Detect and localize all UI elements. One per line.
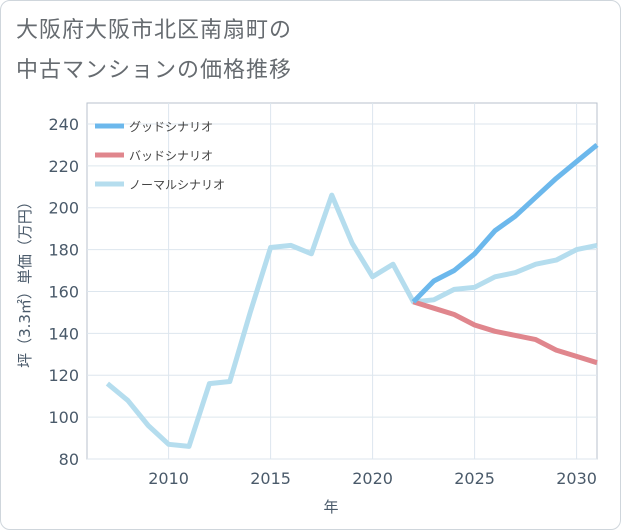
y-tick-label: 200: [48, 199, 79, 218]
x-tick-label: 2020: [352, 469, 393, 488]
series-line-0: [411, 142, 599, 304]
legend-label: バッドシナリオ: [129, 149, 213, 163]
x-axis-label: 年: [323, 498, 338, 516]
x-tick-label: 2030: [556, 469, 597, 488]
legend-label: ノーマルシナリオ: [129, 178, 225, 192]
x-tick-label: 2025: [454, 469, 495, 488]
y-tick-label: 140: [48, 324, 79, 343]
y-tick-label: 120: [48, 366, 79, 385]
x-tick-labels: 2010 2015 2020 2025 2030: [148, 469, 597, 488]
y-tick-label: 160: [48, 282, 79, 301]
legend-label: グッドシナリオ: [129, 120, 213, 134]
x-tick-label: 2015: [250, 469, 291, 488]
y-tick-label: 100: [48, 408, 79, 427]
chart-title-line2: 中古マンションの価格推移: [16, 58, 293, 83]
series-line-2: [105, 192, 598, 449]
y-tick-labels: 80 100 120 140 160 180 200 220 240: [48, 115, 79, 469]
x-tick-label: 2010: [148, 469, 189, 488]
plot-area: [86, 102, 598, 460]
series-lines: [105, 142, 599, 449]
y-axis-label: 坪（3.3㎡）単価（万円）: [16, 194, 34, 368]
y-tick-label: 80: [59, 450, 79, 469]
y-tick-label: 240: [48, 115, 79, 134]
y-tick-label: 180: [48, 241, 79, 260]
y-tick-label: 220: [48, 157, 79, 176]
chart-title-line1: 大阪府大阪市北区南扇町の: [16, 18, 293, 43]
grid-lines: [87, 103, 597, 460]
series-line-1: [412, 299, 598, 366]
